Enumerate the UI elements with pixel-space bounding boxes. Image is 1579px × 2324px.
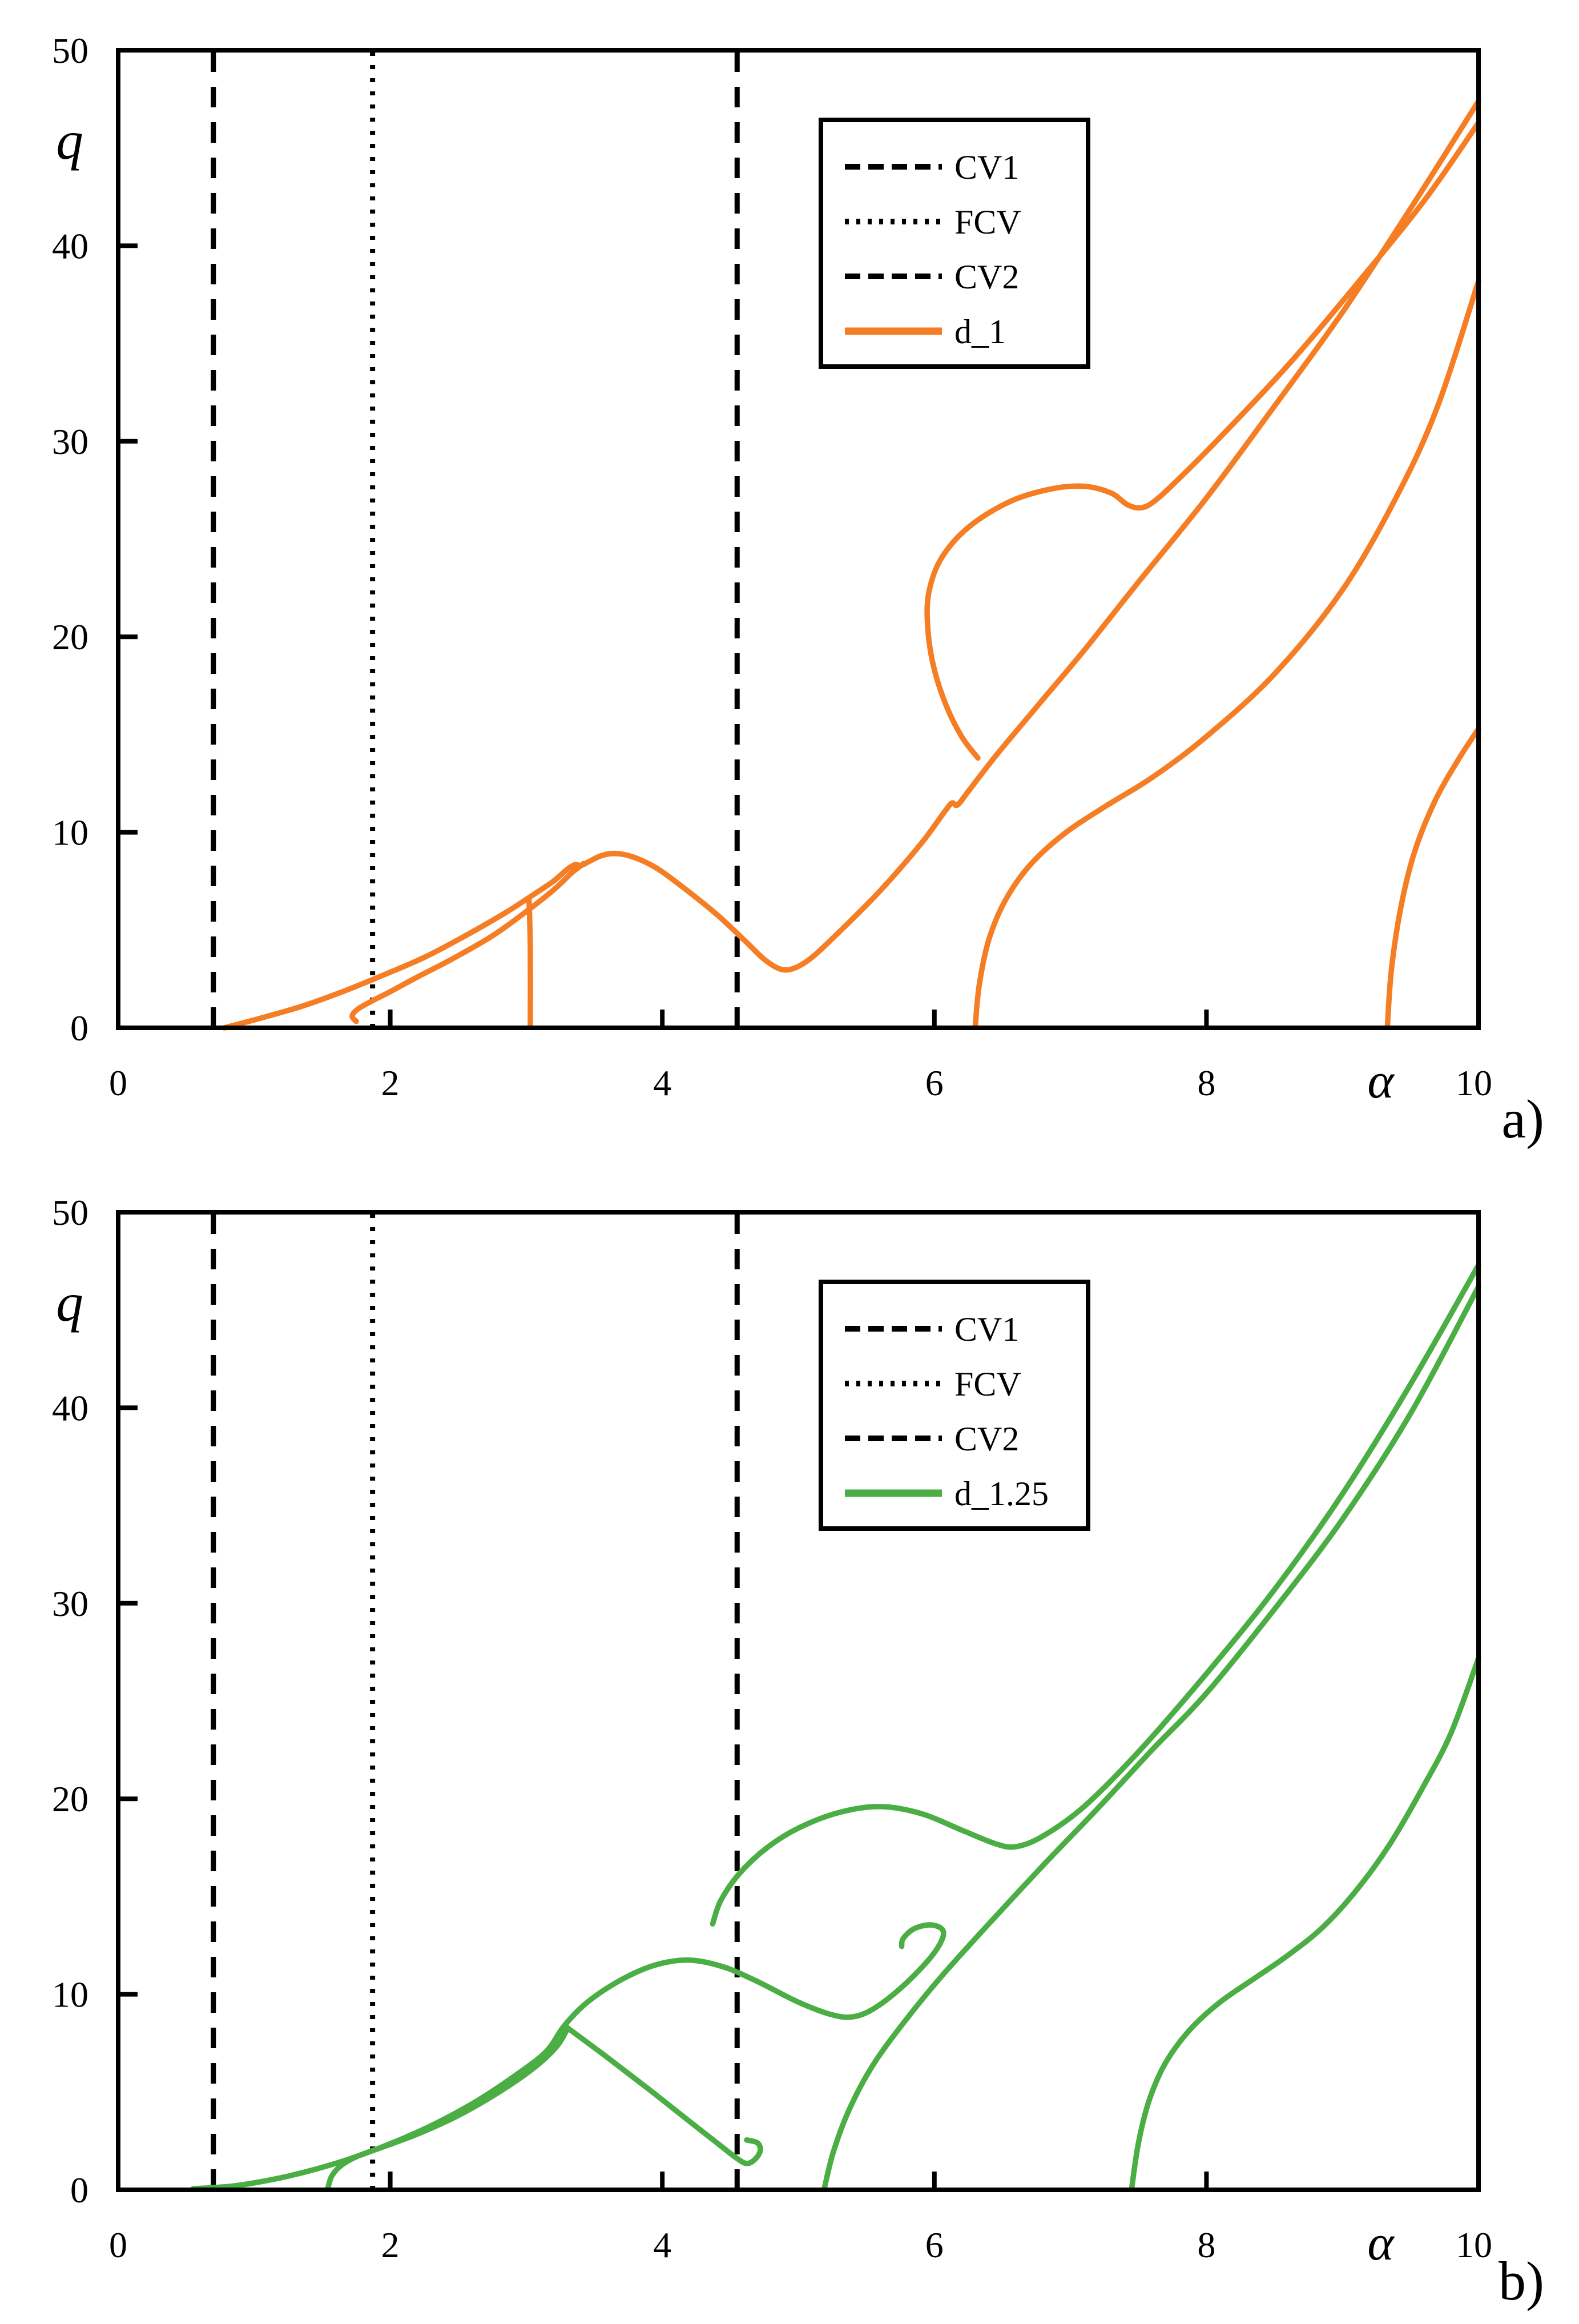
x-tick-label: 0	[109, 1063, 127, 1103]
panel-letter: a)	[1501, 1088, 1544, 1149]
plot-frame	[116, 1210, 1481, 2192]
legend-label: CV2	[954, 1420, 1019, 1458]
plot-frame	[116, 48, 1481, 1030]
x-tick-label: 6	[925, 2225, 944, 2265]
curve-second-rising-strand	[325, 2027, 570, 2192]
legend-label: d_1.25	[954, 1475, 1049, 1513]
legend-label: CV1	[954, 1310, 1019, 1348]
x-tick-label: 8	[1197, 1063, 1215, 1103]
y-tick-label: 40	[52, 1388, 88, 1428]
legend-label: CV2	[954, 258, 1019, 296]
legend-label: d_1	[954, 313, 1006, 351]
panel-b-svg: 0 2 4 6 8 10 0 10 20 30 40 50 q α CV1 FCV CV2 d_1.25 b)	[52, 1192, 1544, 2311]
curve-upper-arc-diagonal	[710, 1262, 1481, 1927]
y-tick-label: 20	[52, 617, 88, 657]
legend-label: FCV	[954, 1365, 1021, 1403]
curve-main-resonance-curve	[221, 98, 1481, 1031]
curve-vertical-drop	[526, 896, 533, 1030]
panel-letter: b)	[1499, 2250, 1544, 2311]
y-tick-label: 0	[70, 1008, 88, 1048]
legend-label: FCV	[954, 203, 1021, 241]
y-tick-label: 40	[52, 226, 88, 266]
curve-bubble-loop-upper-diagonal	[924, 119, 1481, 761]
y-tick-label: 30	[52, 421, 88, 462]
legend-box	[819, 1280, 1090, 1531]
legend-box	[819, 118, 1090, 369]
curve-lower-diagonal-branch	[821, 1284, 1481, 2192]
legend-label: CV1	[954, 148, 1019, 186]
y-axis-label: q	[56, 1272, 83, 1333]
y-tick-label: 20	[52, 1779, 88, 1819]
x-tick-label: 4	[653, 2225, 671, 2265]
y-tick-label: 30	[52, 1583, 88, 1624]
x-tick-label: 2	[381, 2225, 400, 2265]
chart-panel-b: 0 2 4 6 8 10 0 10 20 30 40 50 q α CV1 FCV CV2 d_1.25 b)	[0, 1162, 1579, 2324]
curve-lower-hook-strand	[349, 861, 586, 1024]
curve-far-right-branch	[1384, 726, 1481, 1030]
x-tick-label: 10	[1456, 2225, 1492, 2265]
panel-a-svg: 0 2 4 6 8 10 0 10 20 30 40 50 q α CV1 FCV CV2 d_1 a)	[52, 30, 1544, 1149]
x-tick-label: 10	[1456, 1063, 1492, 1103]
curve-right-lower-branch	[972, 278, 1481, 1030]
x-axis-label: α	[1367, 1054, 1395, 1109]
curve-main-curve-dome-fishhook	[190, 1922, 946, 2192]
x-tick-label: 6	[925, 1063, 944, 1103]
x-tick-label: 0	[109, 2225, 127, 2265]
x-axis-label: α	[1367, 2216, 1395, 2271]
curve-declining-strand-with-hook	[564, 2025, 763, 2166]
curve-far-right-s-branch	[1129, 1655, 1481, 2192]
y-tick-label: 50	[52, 30, 88, 71]
x-tick-label: 4	[653, 1063, 671, 1103]
y-tick-label: 10	[52, 1975, 88, 2015]
y-tick-label: 50	[52, 1192, 88, 1233]
x-tick-label: 2	[381, 1063, 400, 1103]
x-tick-label: 8	[1197, 2225, 1215, 2265]
y-tick-label: 0	[70, 2170, 88, 2210]
chart-panel-a: 0 2 4 6 8 10 0 10 20 30 40 50 q α CV1 FCV CV2 d_1 a)	[52, 30, 1544, 1149]
y-tick-label: 10	[52, 813, 88, 853]
y-axis-label: q	[56, 110, 83, 171]
